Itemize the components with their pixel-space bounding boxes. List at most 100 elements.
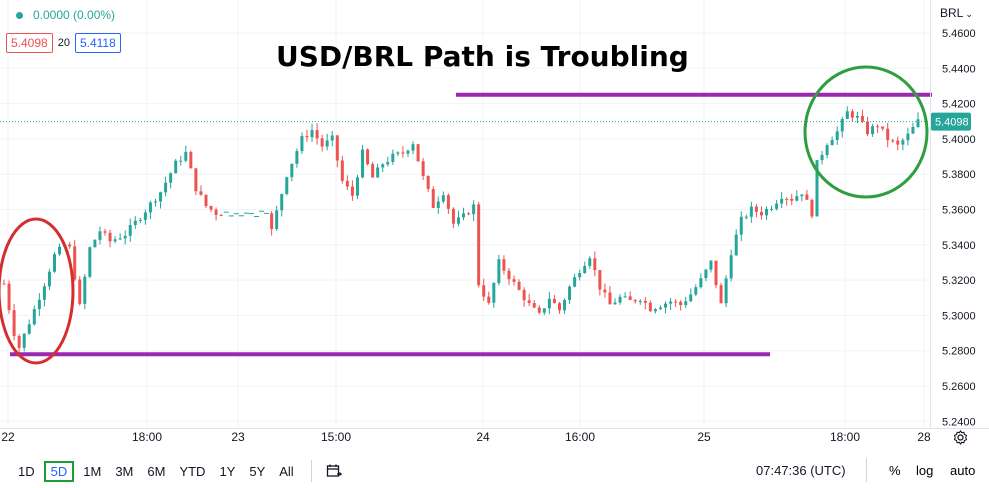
candle-body — [416, 144, 420, 162]
candle-body — [664, 303, 668, 308]
x-tick-label: 22 — [1, 430, 15, 444]
candle-body — [280, 194, 284, 211]
candle-body — [315, 130, 319, 139]
candle-body — [881, 126, 885, 129]
candle-body — [325, 140, 329, 147]
candle-body — [68, 244, 72, 247]
candle-body — [623, 296, 627, 298]
candle-body — [477, 204, 481, 286]
range-3m-button[interactable]: 3M — [115, 463, 134, 479]
range-all-button[interactable]: All — [279, 463, 294, 479]
candle-body — [729, 255, 733, 279]
candle-body — [113, 239, 117, 242]
settings-gear-icon[interactable] — [952, 429, 969, 446]
y-tick-label: 5.4600 — [942, 28, 976, 40]
candle-body — [446, 195, 450, 209]
ohlc-header: 0.0000 (0.00%) — [6, 8, 115, 22]
candle-body — [436, 201, 440, 208]
chevron-down-icon: ⌄ — [965, 9, 973, 19]
y-tick-label: 5.4200 — [942, 99, 976, 111]
candle-body — [138, 219, 142, 221]
candle-body — [487, 296, 491, 303]
candle-body — [128, 225, 132, 236]
range-ytd-button[interactable]: YTD — [179, 463, 206, 479]
currency-label: BRL — [940, 6, 964, 20]
toolbar-divider — [310, 460, 312, 482]
x-tick-label: 23 — [231, 430, 245, 444]
utc-clock[interactable]: 07:47:36 (UTC) — [756, 463, 846, 478]
bid-ask-row: 5.4098 20 5.4118 — [6, 33, 121, 53]
candle-body — [866, 121, 870, 135]
toolbar-divider-right — [866, 458, 867, 482]
candle-body — [472, 204, 476, 215]
candle-body — [52, 254, 56, 272]
auto-scale-button[interactable]: auto — [950, 463, 976, 478]
candle-body — [891, 140, 895, 142]
candle-body — [775, 203, 779, 209]
log-scale-button[interactable]: log — [916, 463, 934, 478]
candle-body — [810, 199, 814, 217]
candle-body — [83, 276, 87, 304]
candle-body — [355, 177, 359, 196]
candle-body — [451, 208, 455, 224]
candle-body — [366, 149, 370, 165]
candle-body — [17, 336, 21, 348]
x-tick-label: 15:00 — [321, 430, 351, 444]
goto-date-icon[interactable] — [326, 463, 342, 479]
range-1d-button[interactable]: 1D — [18, 463, 35, 479]
change-text: 0.0000 (0.00%) — [33, 8, 116, 22]
candle-body — [583, 265, 587, 274]
candle-body — [431, 189, 435, 208]
candle-body — [502, 259, 506, 271]
candle-body — [679, 301, 683, 306]
candle-body — [557, 303, 561, 311]
candle-body — [906, 133, 910, 141]
candle-body — [164, 182, 168, 193]
price-chart[interactable]: 5.4600 5.4400 5.4200 5.4000 5.3800 5.3600 5.34… — [0, 0, 989, 454]
candle-body — [855, 115, 859, 118]
candle-body — [456, 217, 460, 224]
candle-body — [214, 209, 218, 215]
candle-body — [148, 202, 152, 213]
candle-body — [426, 176, 430, 190]
candle-body — [406, 150, 410, 154]
range-1y-button[interactable]: 1Y — [219, 463, 236, 479]
candle-body — [901, 140, 905, 145]
candle-body — [765, 208, 769, 216]
spread-value: 20 — [57, 37, 70, 49]
range-6m-button[interactable]: 6M — [147, 463, 166, 479]
candle-body — [835, 131, 839, 141]
candle-body — [699, 278, 703, 288]
candle-body — [497, 259, 501, 284]
range-5d-button[interactable]: 5D — [43, 460, 75, 482]
y-tick-label: 5.3800 — [942, 169, 976, 181]
candle-body — [391, 153, 395, 162]
candle-body — [335, 135, 339, 161]
candle-body — [552, 298, 556, 304]
candle-body — [815, 160, 819, 217]
candle-body — [320, 138, 324, 147]
candle-body — [174, 160, 178, 174]
candle-body — [896, 140, 900, 145]
candle-body — [643, 300, 647, 303]
candle-body — [361, 149, 365, 178]
range-1m-button[interactable]: 1M — [83, 463, 102, 479]
y-tick-label: 5.2400 — [942, 416, 976, 428]
x-tick-label: 24 — [476, 430, 490, 444]
candle-body — [204, 194, 208, 207]
candle-body — [133, 220, 137, 226]
candle-body — [381, 164, 385, 168]
candle-body — [694, 287, 698, 295]
candle-body — [350, 186, 354, 196]
range-5y-button[interactable]: 5Y — [249, 463, 266, 479]
currency-selector[interactable]: BRL ⌄ — [940, 6, 973, 20]
buy-price-button[interactable]: 5.4118 — [74, 33, 121, 53]
candle-body — [386, 161, 390, 165]
chart-grid — [0, 0, 930, 428]
candle-body — [194, 168, 198, 192]
candle-body — [527, 300, 531, 304]
candle-body — [153, 201, 157, 203]
percent-scale-button[interactable]: % — [889, 463, 901, 478]
candle-body — [123, 235, 127, 239]
sell-price-button[interactable]: 5.4098 — [6, 33, 53, 53]
